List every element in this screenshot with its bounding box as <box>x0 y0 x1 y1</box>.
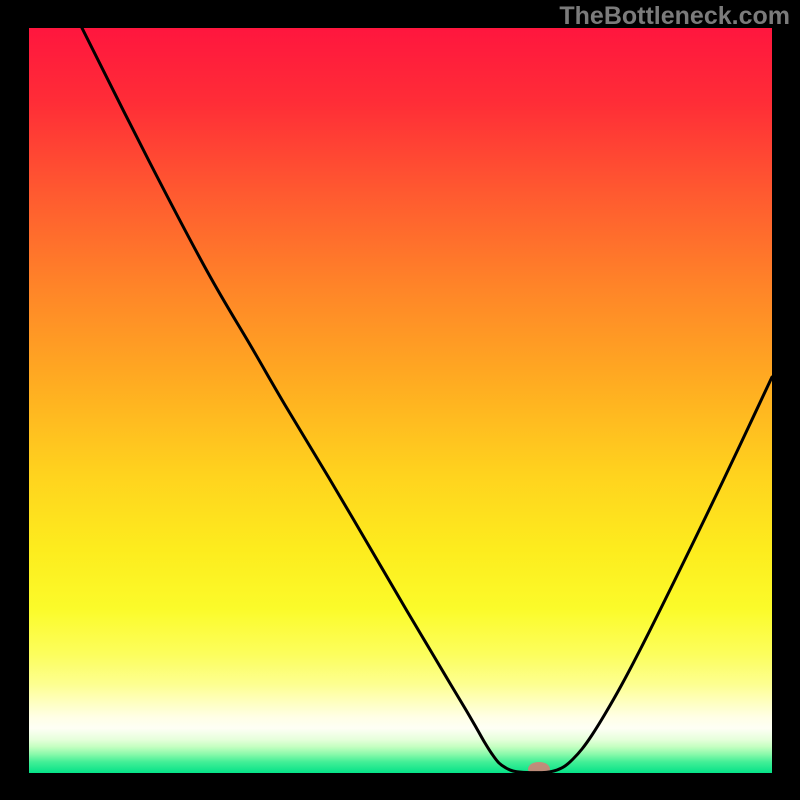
plot-svg <box>29 28 772 773</box>
gradient-background <box>29 28 772 773</box>
watermark-text: TheBottleneck.com <box>559 2 790 31</box>
chart-frame: TheBottleneck.com <box>0 0 800 800</box>
plot-area <box>29 28 772 773</box>
